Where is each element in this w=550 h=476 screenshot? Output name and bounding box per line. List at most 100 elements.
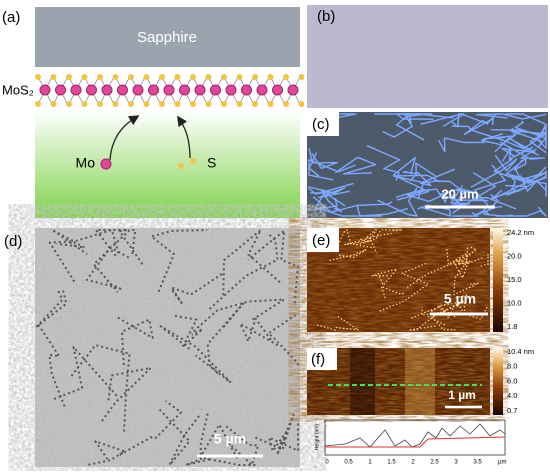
s-atom — [252, 74, 258, 80]
x-tick-label: 3 — [454, 460, 458, 466]
s-atom — [190, 74, 196, 80]
boundary — [48, 240, 86, 283]
s-atom — [267, 74, 274, 80]
boundary — [499, 141, 545, 160]
scale-bar-label: 20 µm — [441, 186, 478, 201]
mo-atom — [132, 84, 144, 96]
boundary — [396, 113, 434, 120]
boundary — [117, 316, 154, 369]
boundary — [69, 344, 131, 432]
colorbar — [493, 228, 503, 332]
sapphire-block — [35, 7, 300, 67]
boundary — [376, 187, 418, 217]
boundary — [493, 158, 547, 184]
s-atom — [159, 74, 165, 80]
boundary — [365, 229, 392, 243]
s-atom — [174, 74, 181, 80]
scale-bar-label: 5 µm — [214, 431, 246, 447]
boundary — [101, 367, 152, 422]
colorbar-tick-label: 4.0 — [507, 391, 517, 400]
mo-atom — [179, 84, 190, 96]
s-atom — [50, 101, 57, 107]
boundary — [254, 413, 295, 456]
colorbar-tick-label: 1.8 — [507, 322, 517, 331]
panel-label: (f) — [311, 351, 325, 368]
panel-label: (d) — [4, 233, 22, 250]
boundary — [408, 313, 438, 331]
panel-label: (e) — [312, 232, 330, 249]
label-bg — [307, 112, 339, 136]
x-unit-label: µm — [498, 460, 506, 466]
boundary — [452, 251, 474, 279]
mo-atom — [86, 84, 97, 96]
colorbar-tick-label: 10.0 — [507, 298, 522, 307]
panel-label: (a) — [2, 9, 20, 26]
optical-image — [307, 5, 548, 108]
s-atom — [128, 74, 134, 80]
mo-atom — [117, 84, 128, 96]
s-atom — [112, 74, 119, 80]
s-atom — [236, 101, 243, 107]
label-bg — [307, 228, 339, 252]
s-atom — [97, 74, 103, 80]
boundary — [380, 285, 405, 299]
s-atom — [205, 74, 212, 80]
mo-atom — [101, 84, 113, 96]
boundary — [495, 206, 547, 217]
s-atom — [252, 101, 258, 107]
s-atom — [35, 101, 41, 107]
colorbar-tick-label: 0.7 — [507, 406, 517, 415]
mo-atom — [272, 84, 283, 96]
boundary — [379, 262, 429, 312]
s-atom — [66, 74, 72, 80]
boundary — [308, 167, 334, 181]
mo-label: Mo — [76, 155, 96, 171]
arrow — [109, 115, 140, 161]
sapphire-label: Sapphire — [137, 29, 197, 46]
label-bg — [307, 348, 337, 370]
colorbar — [493, 348, 503, 415]
boundary — [417, 204, 452, 217]
boundary — [85, 246, 130, 290]
colorbar-tick-label: 24.2 nm — [507, 228, 534, 237]
boundary — [452, 212, 479, 217]
s-atom — [143, 74, 150, 80]
s-atom — [267, 101, 274, 107]
s-atom — [205, 101, 212, 107]
x-tick-label: 2 — [411, 460, 415, 466]
scale-bar-label: 5 µm — [444, 291, 476, 307]
boundary — [410, 306, 447, 327]
boundary — [507, 130, 547, 149]
mo-atom — [225, 84, 237, 96]
boundary — [327, 248, 367, 262]
mo-atom — [194, 84, 206, 96]
boundary — [316, 207, 383, 217]
boundary — [439, 188, 478, 203]
mo-atom — [287, 84, 299, 96]
mo-atom — [39, 84, 51, 96]
s-atom — [112, 101, 119, 107]
layer-label: MoS₂ — [2, 82, 34, 97]
boundary — [382, 113, 426, 138]
boundary — [92, 229, 137, 293]
boundary — [514, 120, 547, 148]
s-atom — [143, 101, 150, 107]
bright-band — [405, 348, 435, 415]
grain-boundaries — [308, 229, 489, 331]
s-atom — [298, 101, 305, 107]
s-atom — [128, 101, 134, 107]
s-atom — [283, 101, 289, 107]
mo-atom — [256, 84, 268, 96]
boundary — [442, 113, 465, 128]
s-atom — [221, 101, 227, 107]
boundary — [514, 167, 547, 197]
boundary — [392, 156, 430, 201]
s-atom — [50, 74, 57, 80]
boundary — [268, 420, 299, 453]
s-atom — [35, 74, 41, 80]
x-tick-label: 0.5 — [344, 460, 353, 466]
colorbar-tick-label: 10.4 nm — [507, 347, 534, 356]
s-atom — [97, 101, 103, 107]
boundary — [454, 257, 483, 266]
boundary — [206, 302, 245, 375]
